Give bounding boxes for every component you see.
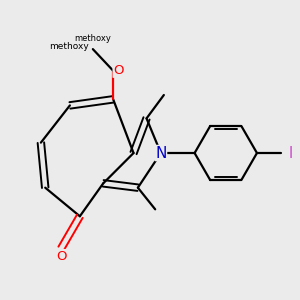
Text: O: O	[56, 250, 67, 262]
Text: methoxy: methoxy	[49, 42, 88, 51]
Text: O: O	[113, 64, 124, 77]
Text: I: I	[288, 146, 292, 160]
Text: methoxy: methoxy	[74, 34, 111, 43]
Text: N: N	[155, 146, 166, 160]
